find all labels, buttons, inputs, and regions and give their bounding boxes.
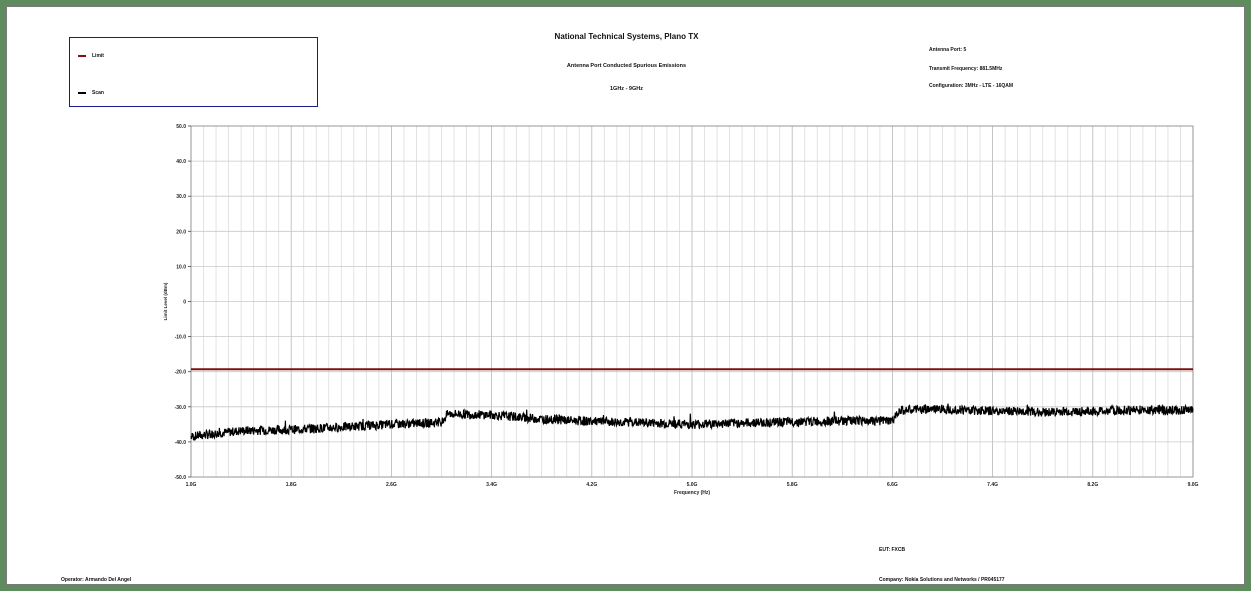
y-tick-label: 50.0 [176, 124, 186, 130]
x-tick-label: 9.0G [1188, 482, 1199, 488]
y-axis-label: Limit Level (dBm) [163, 282, 168, 320]
x-tick-label: 8.2G [1087, 482, 1098, 488]
configuration: Configuration: 3MHz - LTE - 16QAM [929, 83, 1014, 89]
y-tick-label: -10.0 [175, 335, 187, 341]
x-axis-label: Frequency (Hz) [674, 490, 710, 496]
report-title: National Technical Systems, Plano TX [554, 32, 699, 41]
x-tick-label: 4.2G [586, 482, 597, 488]
x-tick-label: 5.8G [787, 482, 798, 488]
company: Company: Nokia Solutions and Networks / … [879, 577, 1005, 583]
antenna-port: Antenna Port: 5 [929, 47, 967, 53]
y-tick-label: -40.0 [175, 440, 187, 446]
legend: Limit Scan [69, 37, 318, 107]
legend-limit-swatch [78, 55, 86, 57]
report-subtitle: Antenna Port Conducted Spurious Emission… [566, 63, 687, 69]
x-tick-label: 1.8G [286, 482, 297, 488]
x-tick-label: 3.4G [486, 482, 497, 488]
x-tick-label: 7.4G [987, 482, 998, 488]
legend-limit-label: Limit [92, 52, 104, 59]
scan-trace [190, 403, 1194, 442]
legend-scan-swatch [78, 92, 86, 94]
x-tick-label: 2.6G [386, 482, 397, 488]
spurious-emissions-chart: 50.0 40.0 30.0 20.0 10.0 0 -10.0 -20.0 -30.0 -40.… [163, 124, 1199, 496]
x-tick-label: 5.0G [687, 482, 698, 488]
y-tick-label: 0 [183, 300, 186, 306]
y-tick-label: 20.0 [176, 229, 186, 235]
y-tick-label: 10.0 [176, 264, 186, 270]
legend-scan-label: Scan [92, 89, 104, 96]
y-tick-label: 30.0 [176, 194, 186, 200]
y-tick-label: -50.0 [175, 475, 187, 481]
x-tick-label: 6.6G [887, 482, 898, 488]
operator: Operator: Armando Del Angel [61, 577, 132, 583]
y-tick-label: -30.0 [175, 405, 187, 411]
y-tick-label: -20.0 [175, 370, 187, 376]
report-page: National Technical Systems, Plano TX Ant… [6, 6, 1245, 585]
x-tick-label: 1.0G [186, 482, 197, 488]
frequency-range: 1GHz - 9GHz [609, 86, 643, 92]
eut: EUT: FXCB [879, 547, 906, 553]
transmit-frequency: Transmit Frequency: 881.5MHz [929, 66, 1003, 72]
y-tick-label: 40.0 [176, 159, 186, 165]
